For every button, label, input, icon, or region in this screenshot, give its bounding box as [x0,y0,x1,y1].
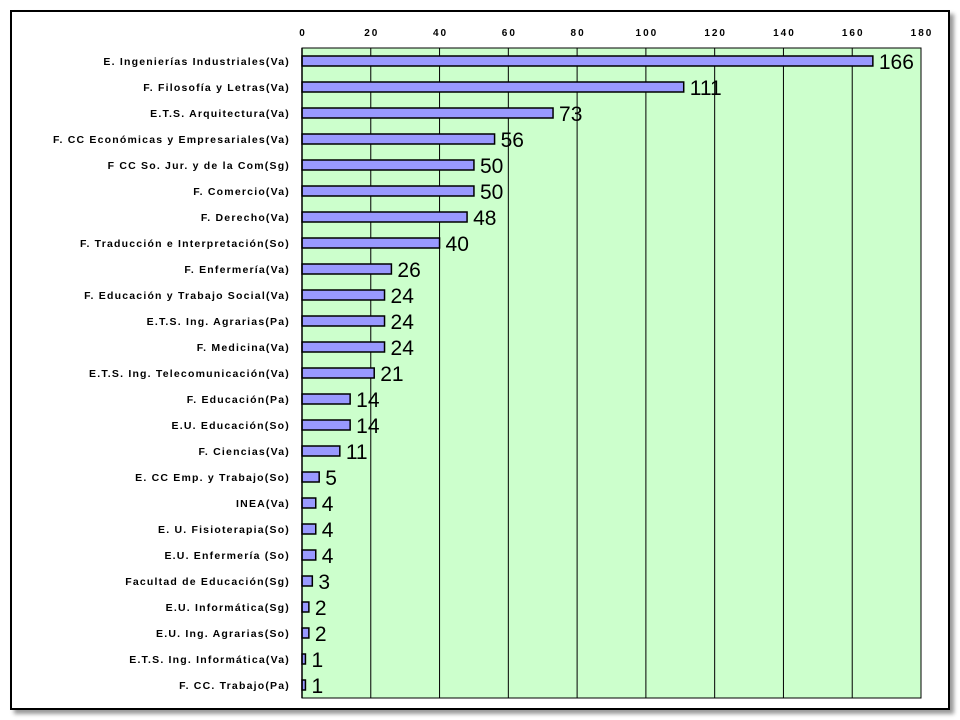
bar [301,601,310,613]
bar [301,107,554,119]
data-label: 1 [311,675,323,698]
bar [301,497,317,509]
x-tick-label: 80 [571,28,586,39]
category-label: E. CC Emp. y Trabajo(So) [135,472,290,484]
bar [301,419,351,431]
bar [301,159,475,171]
data-label: 4 [322,493,334,516]
category-label: INEA(Va) [236,498,290,510]
bar [301,133,496,145]
category-labels: E. Ingenierías Industriales(Va) F. Filoso… [53,56,290,692]
category-label: F. Filosofía y Letras(Va) [143,82,290,94]
x-tick-label: 0 [299,28,307,39]
bar [301,575,314,587]
bar [301,315,386,327]
bar [301,523,317,535]
bar [301,263,393,275]
gridlines [370,48,922,698]
category-label: F. Medicina(Va) [197,342,290,354]
x-tick-label: 20 [364,28,379,39]
category-label: F. Educación(Pa) [187,394,290,406]
x-tick-label: 100 [636,28,659,39]
bar [301,445,341,457]
category-label: E.T.S. Arquitectura(Va) [150,108,290,120]
x-tick-label: 140 [773,28,796,39]
category-label: F. Comercio(Va) [193,186,290,198]
data-label: 40 [446,233,469,256]
category-label: F. CC Económicas y Empresariales(Va) [53,134,290,146]
bar [301,81,685,93]
data-label: 73 [559,103,582,126]
data-label: 48 [473,207,496,230]
data-label: 1 [311,649,323,672]
x-tick-label: 60 [502,28,517,39]
bar [301,549,317,561]
data-label: 11 [346,441,368,464]
bar [301,55,874,67]
category-label: F. Educación y Trabajo Social(Va) [84,290,290,302]
bar [301,627,310,639]
category-label: Facultad de Educación(Sg) [125,576,290,588]
x-tick-label: 160 [842,28,865,39]
data-label: 14 [356,389,380,412]
bar [301,341,386,353]
category-label: F. Derecho(Va) [201,212,290,224]
data-label: 2 [315,623,327,646]
category-label: E.U. Educación(So) [172,420,290,432]
data-label: 24 [391,337,415,360]
data-label: 21 [380,363,403,386]
data-label: 56 [501,129,524,152]
data-label: 50 [480,181,503,204]
category-label: E.T.S. Ing. Informática(Va) [129,654,290,666]
bar [301,471,320,483]
data-label: 26 [397,259,420,282]
data-label: 2 [315,597,327,620]
category-label: E.U. Informática(Sg) [166,602,290,614]
data-label: 5 [325,467,337,490]
x-tick-label: 40 [433,28,448,39]
data-label: 4 [322,519,334,542]
chart-frame: 0 20 40 60 80 100 120 140 160 180 E. Ingenierías … [10,10,950,710]
bar [301,393,351,405]
plot-area [301,47,922,699]
bar [301,367,375,379]
data-label: 14 [356,415,380,438]
category-label: F. Enfermería(Va) [184,264,290,276]
data-label: 3 [318,571,330,594]
category-label: E.U. Ing. Agrarias(So) [156,628,290,640]
category-label: E.T.S. Ing. Telecomunicación(Va) [89,368,290,380]
category-label: F. Ciencias(Va) [198,446,290,458]
data-label: 166 [879,51,914,74]
x-axis-ticks: 0 20 40 60 80 100 120 140 160 180 [299,28,934,39]
x-tick-label: 180 [911,28,934,39]
bar [301,211,468,223]
bar-chart: 0 20 40 60 80 100 120 140 160 180 E. Ingenierías … [53,28,934,699]
category-label: E.U. Enfermería (So) [164,550,290,562]
bar [301,185,475,197]
bar [301,289,386,301]
category-label: E.T.S. Ing. Agrarias(Pa) [147,316,290,328]
bar [301,237,441,249]
data-label: 24 [391,285,415,308]
data-label: 4 [322,545,334,568]
data-label: 111 [690,77,722,100]
x-tick-label: 120 [704,28,727,39]
category-label: F. Traducción e Interpretación(So) [80,238,290,250]
category-label: E. U. Fisioterapia(So) [158,524,290,536]
data-label: 50 [480,155,503,178]
category-label: E. Ingenierías Industriales(Va) [103,56,290,68]
data-label: 24 [391,311,415,334]
category-label: F CC So. Jur. y de la Com(Sg) [108,160,290,172]
category-label: F. CC. Trabajo(Pa) [179,680,290,692]
data-labels: 1661117356505048402624242421141411544432… [311,51,913,698]
